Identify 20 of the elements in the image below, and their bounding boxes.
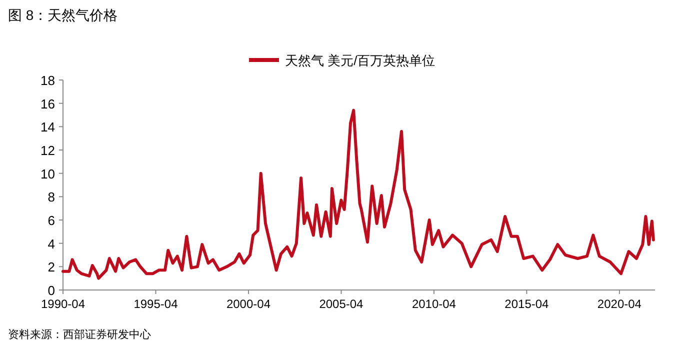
x-tick-label: 1995-04 bbox=[134, 297, 178, 311]
y-tick-label: 12 bbox=[40, 143, 55, 158]
x-tick-label: 2015-04 bbox=[504, 297, 550, 311]
y-tick-label: 6 bbox=[48, 213, 55, 228]
x-tick-label: 1990-04 bbox=[40, 297, 86, 311]
y-tick-label: 10 bbox=[40, 166, 55, 182]
y-tick-label: 4 bbox=[48, 236, 55, 252]
y-tick-label: 14 bbox=[40, 120, 55, 135]
x-tick-label: 2005-04 bbox=[319, 297, 364, 311]
y-tick-label: 18 bbox=[40, 73, 55, 88]
legend-label: 天然气 美元/百万英热单位 bbox=[285, 53, 436, 68]
y-tick-label: 2 bbox=[48, 260, 55, 275]
x-tick-label: 2010-04 bbox=[412, 297, 456, 311]
chart-title: 图 8：天然气价格 bbox=[8, 7, 118, 23]
x-tick-label: 2000-04 bbox=[226, 297, 271, 311]
x-tick-label: 2020-04 bbox=[597, 297, 642, 311]
y-tick-label: 8 bbox=[48, 190, 55, 205]
text: 资料来源：西部证券研发中心 bbox=[8, 328, 151, 341]
y-tick-label: 16 bbox=[40, 96, 55, 112]
y-tick-label: 0 bbox=[48, 283, 55, 298]
